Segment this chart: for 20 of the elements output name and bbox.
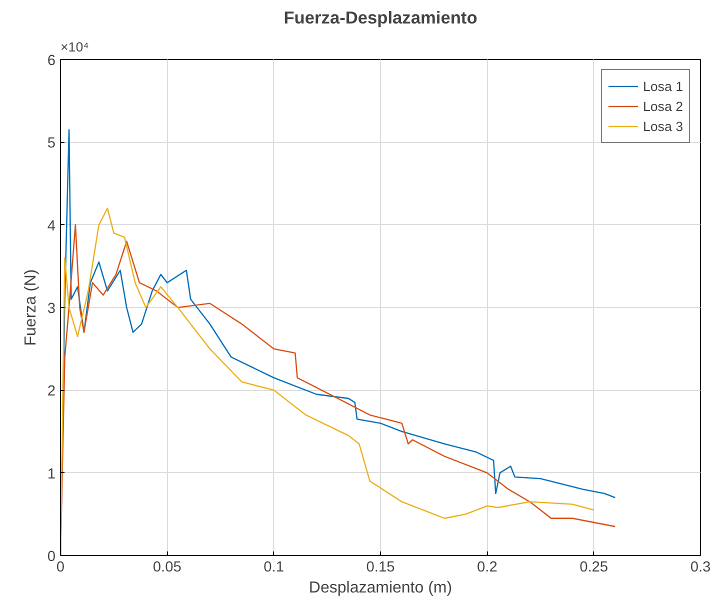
text: ×10⁴ [60,40,90,54]
x-tick-label: 0.25 [580,560,608,576]
y-tick-label: 4 [47,218,56,234]
y-tick-label: 0 [47,549,56,565]
y-tick-label: 2 [47,384,56,400]
x-axis-title: Desplazamiento (m) [308,580,452,596]
y-tick-label: 1 [47,466,56,482]
y-axis-title: Fuerza (N) [22,269,40,346]
legend-label: Losa 1 [642,78,683,94]
y-tick-label: 3 [47,301,56,317]
x-tick-label: 0.05 [152,560,182,576]
legend-label: Losa 3 [642,118,683,134]
x-tick-label: 0.15 [366,560,395,576]
y-tick-label: 5 [47,136,56,152]
x-tick-label: 0.3 [690,560,711,576]
y-tick-label: 6 [47,53,56,69]
x-tick-label: 0.2 [476,560,498,576]
x-tick-label: 0.1 [264,560,284,576]
chart-title: Fuerza-Desplazamiento [284,8,478,28]
legend-label: Losa 2 [642,98,683,114]
